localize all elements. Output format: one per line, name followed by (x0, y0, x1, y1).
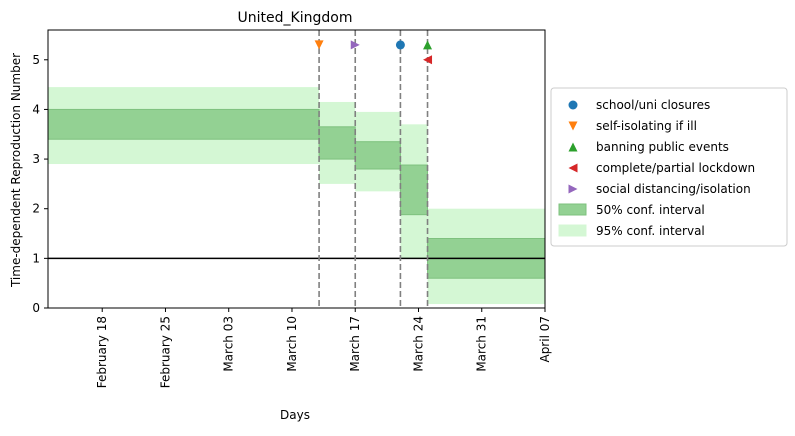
ci50-band-2 (354, 141, 401, 170)
intervention-marker-triangle-right (350, 40, 360, 50)
plot-frame (47, 29, 546, 309)
y-tick-label: 3 (32, 152, 40, 166)
y-tick-label: 0 (32, 301, 40, 315)
chart-title: United_Kingdom (238, 10, 353, 26)
ci50-band-3 (399, 164, 429, 216)
intervention-markers-layer (314, 40, 433, 65)
legend-items: school/uni closures self-isolating if ill… (558, 98, 755, 238)
legend-marker-triangle-up (568, 142, 578, 152)
legend-box (550, 87, 788, 247)
x-tick-label: April 07 (538, 316, 552, 363)
x-tick-label: March 17 (348, 316, 362, 372)
legend-marker-circle (568, 100, 578, 110)
legend-swatch-patch (558, 203, 587, 216)
intervention-marker-triangle-left (423, 55, 433, 65)
ci50-band-1 (318, 126, 356, 160)
legend-swatch-patch (558, 224, 587, 237)
legend: school/uni closures self-isolating if ill… (550, 87, 788, 247)
intervention-lines-layer (318, 30, 429, 308)
x-tick-label: February 18 (95, 316, 109, 388)
x-tick-label: March 10 (285, 316, 299, 372)
legend-marker-triangle-left (568, 163, 578, 173)
legend-marker-triangle-down (568, 121, 578, 131)
x-tick-label: March 31 (475, 316, 489, 372)
legend-marker-triangle-right (568, 184, 578, 194)
legend-label: self-isolating if ill (596, 119, 697, 133)
x-tick-label: March 03 (222, 316, 236, 372)
y-tick-label: 4 (32, 102, 40, 116)
intervention-marker-circle (395, 40, 405, 50)
legend-label: banning public events (596, 140, 729, 154)
x-tick-label: February 25 (158, 316, 172, 388)
legend-label: complete/partial lockdown (596, 161, 755, 175)
y-axis-label: Time-dependent Reproduction Number (9, 53, 23, 288)
y-tick-label: 5 (32, 53, 40, 67)
legend-label: school/uni closures (596, 98, 710, 112)
x-tick-label: March 24 (411, 316, 425, 372)
legend-label: 95% conf. interval (596, 224, 705, 238)
y-axis-ticks: 0 1 2 3 4 5 (32, 53, 48, 315)
intervention-marker-triangle-up (423, 40, 433, 50)
ci50-band-0 (47, 108, 320, 140)
intervention-marker-triangle-down (314, 40, 324, 50)
x-axis-label: Days (280, 408, 310, 422)
y-tick-label: 1 (32, 251, 40, 265)
y-tick-label: 2 (32, 202, 40, 216)
legend-label: 50% conf. interval (596, 203, 705, 217)
legend-label: social distancing/isolation (596, 182, 751, 196)
x-axis-ticks: February 18 February 25 March 03 March 10 Ma… (95, 308, 552, 388)
